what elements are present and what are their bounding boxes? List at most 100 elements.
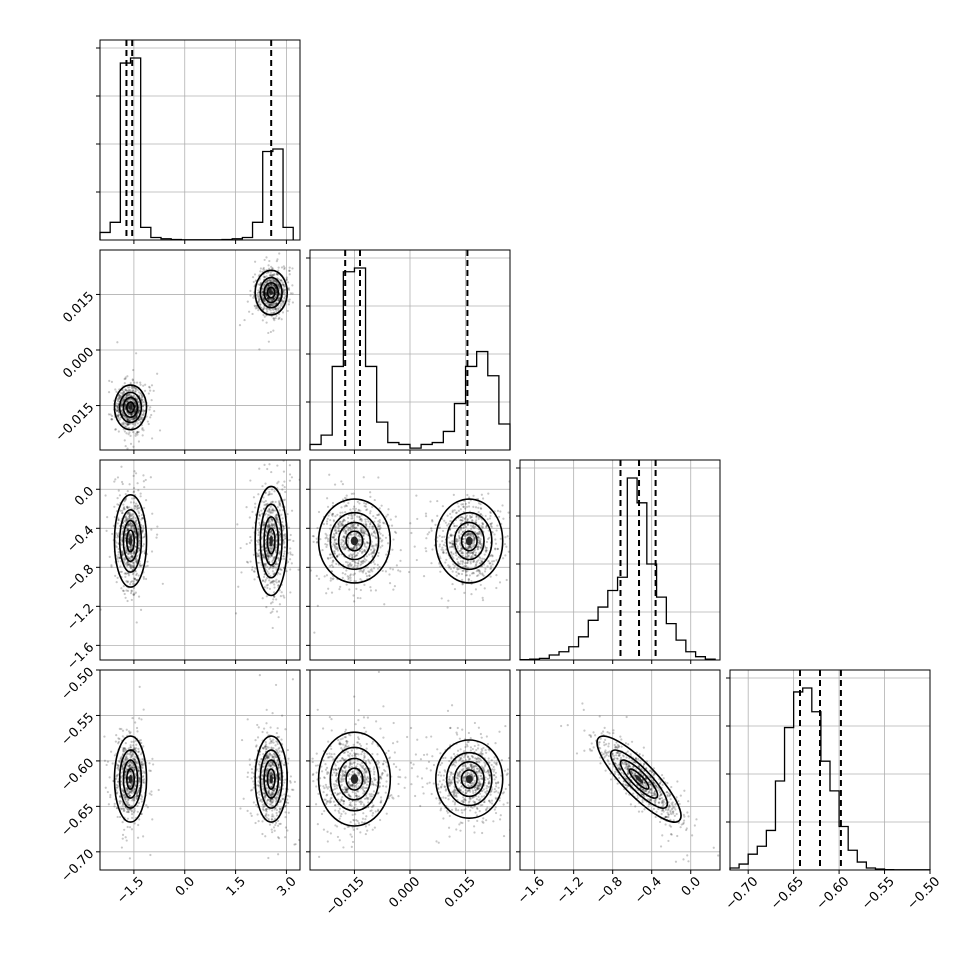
sample-point xyxy=(332,536,335,539)
sample-point xyxy=(256,528,260,532)
sample-point xyxy=(474,564,477,567)
sample-point xyxy=(287,281,290,284)
sample-point xyxy=(461,569,464,572)
sample-point xyxy=(391,548,394,551)
sample-point xyxy=(517,567,519,569)
sample-point xyxy=(270,284,274,287)
sample-point xyxy=(479,538,482,541)
sample-point xyxy=(347,528,350,531)
sample-point xyxy=(143,653,145,655)
sample-point xyxy=(268,284,272,287)
sample-point xyxy=(136,398,139,401)
sample-point xyxy=(133,577,137,580)
sample-point xyxy=(257,309,260,312)
sample-point xyxy=(397,569,400,572)
sample-point xyxy=(117,764,120,767)
sample-point xyxy=(371,554,374,558)
sample-point xyxy=(267,526,270,529)
panel-frame xyxy=(309,249,511,451)
sample-point xyxy=(136,730,139,733)
sample-point xyxy=(354,526,358,529)
sample-point xyxy=(142,780,145,783)
sample-point xyxy=(139,495,142,498)
sample-point xyxy=(344,547,347,550)
sample-point xyxy=(271,507,274,510)
sample-point xyxy=(332,559,335,563)
sample-point xyxy=(267,298,270,301)
sample-point xyxy=(134,404,137,407)
sample-point xyxy=(276,283,279,286)
sample-point xyxy=(125,800,128,804)
sample-point xyxy=(133,418,136,421)
sample-point xyxy=(263,503,266,507)
sample-point xyxy=(279,293,282,296)
sample-point xyxy=(499,510,502,513)
sample-point xyxy=(277,551,280,555)
sample-point xyxy=(141,758,144,761)
sample-point xyxy=(350,514,353,517)
sample-point xyxy=(459,537,462,540)
sample-point xyxy=(282,542,285,545)
sample-point xyxy=(372,531,375,534)
sample-point xyxy=(484,546,487,550)
sample-point xyxy=(289,591,292,594)
sample-point xyxy=(275,293,278,296)
sample-point xyxy=(284,490,287,494)
sample-point xyxy=(479,503,482,506)
sample-point xyxy=(134,777,138,780)
sample-point xyxy=(267,554,271,557)
sample-point xyxy=(128,533,131,536)
sample-point xyxy=(245,506,248,509)
sample-point xyxy=(128,765,131,768)
sample-point xyxy=(480,493,483,496)
density-contour xyxy=(122,519,139,563)
sample-point xyxy=(131,555,134,558)
sample-point xyxy=(265,503,268,506)
sample-point xyxy=(452,566,456,569)
sample-point xyxy=(128,402,131,405)
sample-point xyxy=(132,417,136,420)
sample-point xyxy=(117,414,120,417)
sample-point xyxy=(477,535,480,539)
sample-point xyxy=(466,532,470,536)
sample-point xyxy=(129,393,132,396)
sample-point xyxy=(268,524,271,528)
sample-point xyxy=(280,279,283,282)
sample-point xyxy=(134,536,138,539)
sample-point xyxy=(141,516,144,520)
sample-point xyxy=(450,550,453,554)
sample-point xyxy=(120,406,123,409)
sample-point xyxy=(373,520,376,523)
sample-point xyxy=(333,534,336,537)
sample-point xyxy=(134,408,138,411)
density-contour xyxy=(113,384,148,431)
sample-point xyxy=(142,778,146,781)
sample-point xyxy=(453,524,456,528)
sample-point xyxy=(252,296,255,299)
sample-point xyxy=(275,292,278,295)
sample-point xyxy=(269,566,272,569)
sample-point xyxy=(249,294,252,297)
sample-point xyxy=(465,505,469,508)
sample-point xyxy=(363,502,366,505)
sample-point xyxy=(479,547,482,550)
sample-point xyxy=(452,552,455,555)
sample-point xyxy=(371,544,374,547)
sample-point xyxy=(243,318,246,322)
sample-point xyxy=(449,567,453,570)
sample-point xyxy=(128,419,131,422)
sample-point xyxy=(124,536,127,540)
sample-point xyxy=(127,762,130,765)
sample-point xyxy=(142,412,145,415)
sample-point xyxy=(474,525,477,528)
sample-point xyxy=(451,510,454,514)
sample-point xyxy=(134,432,137,435)
sample-point xyxy=(122,793,125,797)
sample-point xyxy=(337,530,340,533)
sample-point xyxy=(469,551,472,554)
sample-point xyxy=(370,568,373,571)
sample-point xyxy=(273,284,276,288)
sample-point xyxy=(263,573,266,576)
sample-point xyxy=(261,485,264,488)
sample-point xyxy=(122,589,125,593)
